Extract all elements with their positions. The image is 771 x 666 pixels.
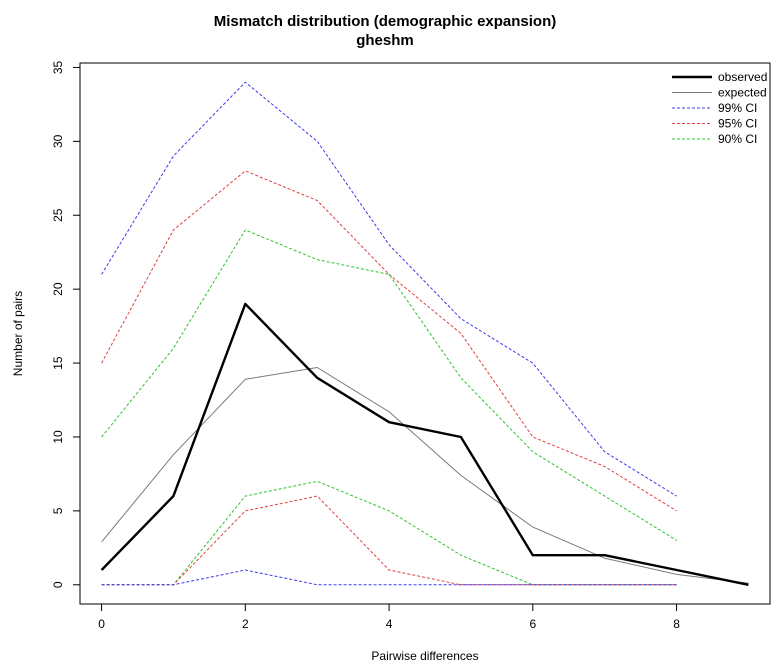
series-line-ci-lower [101,480,677,586]
x-tick-label: 4 [386,617,393,631]
chart-title: Mismatch distribution (demographic expan… [214,13,557,30]
legend-label: 95% CI [718,117,757,131]
y-tick-label: 25 [51,208,65,222]
y-tick-label: 30 [51,134,65,148]
x-tick-label: 6 [529,617,536,631]
series-line-expected [101,367,749,584]
legend-label: expected [718,86,767,100]
series-line-95-ci [101,170,677,512]
x-tick-label: 8 [673,617,680,631]
series-line-observed [100,302,749,586]
x-tick-label: 2 [242,617,249,631]
series-line-ci-lower [101,569,677,586]
y-tick-label: 5 [51,507,65,514]
series-line-99-ci [101,81,677,497]
x-tick-label: 0 [98,617,105,631]
x-axis-label: Pairwise differences [371,649,478,663]
y-tick-label: 35 [51,60,65,74]
y-tick-label: 0 [51,581,65,588]
series-line-90-ci [101,229,677,541]
legend-label: 90% CI [718,132,757,146]
legend-label: 99% CI [718,101,757,115]
y-tick-label: 10 [51,430,65,444]
y-tick-label: 15 [51,356,65,370]
series-line-ci-lower [101,495,677,586]
y-axis-label: Number of pairs [11,291,25,376]
y-tick-label: 20 [51,282,65,296]
legend-label: observed [718,70,767,84]
plot-frame [79,62,771,605]
chart-subtitle: gheshm [356,32,414,49]
